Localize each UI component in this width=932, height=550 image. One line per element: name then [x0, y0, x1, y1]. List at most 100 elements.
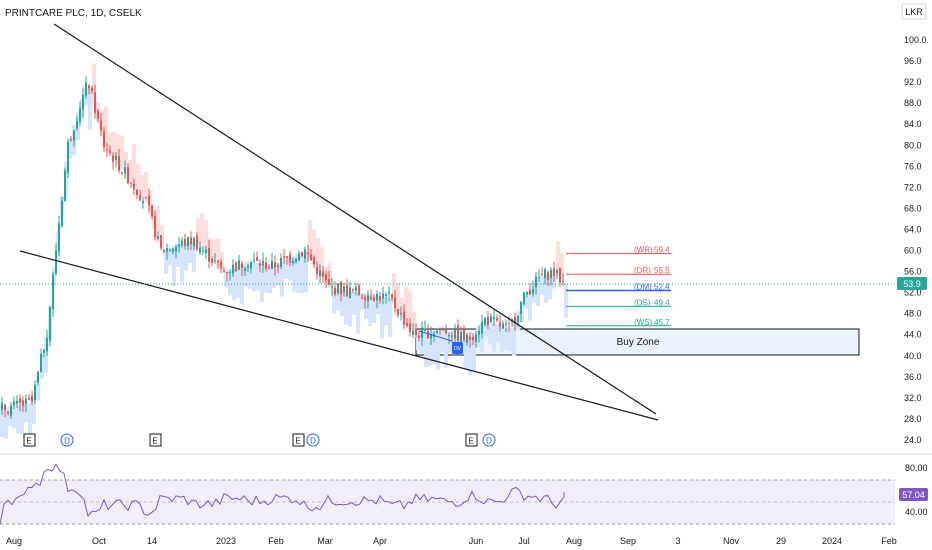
- cloud-segment: [292, 255, 296, 292]
- marker-connector: [418, 330, 453, 342]
- candle-body: [148, 195, 150, 206]
- cloud-segment: [320, 246, 324, 278]
- cloud-segment: [276, 263, 280, 286]
- candle-body: [304, 249, 306, 259]
- price-axis[interactable]: 100.0 96.0 92.0 88.0 84.0 80.0 76.0 72.0 68.0 64.…: [904, 35, 927, 445]
- candle-body: [463, 329, 465, 340]
- cloud-segment: [156, 205, 160, 242]
- cloud-segment: [300, 251, 304, 294]
- candle-body: [139, 195, 141, 201]
- cloud-segment: [244, 262, 248, 287]
- price-tick: 88.0: [904, 98, 922, 108]
- candle-body: [205, 249, 207, 254]
- candle-body: [220, 261, 222, 268]
- candle-body: [256, 257, 258, 261]
- candle-body: [523, 292, 525, 304]
- candle-body: [406, 322, 408, 326]
- upper-trendline[interactable]: [53, 23, 657, 415]
- candle-body: [169, 249, 171, 251]
- candle-body: [52, 274, 54, 310]
- cloud-segment: [224, 270, 228, 288]
- candle-body: [352, 289, 354, 291]
- cloud-segment: [468, 337, 472, 376]
- cloud-segment: [380, 296, 384, 339]
- candle-body: [385, 294, 387, 297]
- candle-body: [238, 260, 240, 270]
- cloud-segment: [4, 407, 8, 439]
- cloud-segment: [284, 259, 288, 279]
- dividend-marker[interactable]: [452, 342, 463, 354]
- event-badge-text: E: [468, 437, 473, 446]
- price-tick: 52.0: [904, 288, 922, 298]
- cloud-segment: [444, 330, 448, 368]
- cloud-segment: [140, 175, 144, 197]
- candle-body: [214, 260, 216, 262]
- rsi-tick-40: 40.00: [905, 507, 928, 517]
- candle-body: [556, 269, 558, 273]
- cloud-segment: [296, 253, 300, 293]
- candle-body: [562, 281, 564, 283]
- candle-body: [346, 285, 348, 296]
- pivot-label: (DM): [634, 283, 652, 292]
- dividend-badge[interactable]: [482, 433, 496, 447]
- candle-body: [373, 297, 375, 301]
- candle-body: [502, 323, 504, 329]
- earnings-badge[interactable]: [465, 433, 478, 447]
- event-badge-text: D: [486, 437, 492, 446]
- rsi-value-badge: [899, 488, 928, 501]
- candle-body: [196, 236, 198, 250]
- cloud-segment: [36, 374, 40, 401]
- pivot-value: 52.4: [654, 283, 670, 292]
- cloud-segment: [472, 332, 476, 371]
- currency-button[interactable]: [901, 3, 927, 20]
- candle-body: [223, 270, 225, 272]
- cloud-segment: [340, 289, 344, 317]
- candle-body: [172, 248, 174, 252]
- pivot-label: (WR): [634, 246, 653, 255]
- cloud-segment: [448, 331, 452, 353]
- candle-body: [268, 267, 270, 269]
- price-tick: 60.0: [904, 246, 922, 256]
- candle-body: [292, 260, 294, 264]
- earnings-badge[interactable]: [292, 433, 305, 447]
- price-tick: 24.0: [904, 435, 922, 445]
- cloud-segment: [432, 331, 436, 365]
- cloud-segment: [384, 297, 388, 326]
- cloud-segment: [544, 274, 548, 303]
- cloud-segment: [228, 268, 232, 296]
- candle-body: [46, 337, 48, 352]
- candle-body: [355, 287, 357, 291]
- earnings-badge[interactable]: [23, 433, 36, 447]
- earnings-badge[interactable]: [149, 433, 162, 447]
- lower-trendline[interactable]: [19, 250, 659, 421]
- cloud-segment: [408, 290, 412, 330]
- cloud-segment: [332, 288, 336, 314]
- time-label: Nov: [723, 536, 740, 546]
- candle-body: [7, 412, 9, 414]
- candle-body: [145, 197, 147, 199]
- cloud-segment: [488, 320, 492, 345]
- cloud-segment: [536, 279, 540, 306]
- cloud-segment: [208, 238, 212, 258]
- cloud-segment: [44, 336, 48, 373]
- cloud-segment: [428, 331, 432, 367]
- cloud-segment: [524, 293, 528, 310]
- cloud-segment: [424, 332, 428, 368]
- candle-body: [412, 330, 414, 335]
- dividend-badge[interactable]: [60, 433, 74, 447]
- candle-body: [4, 404, 6, 410]
- candle-body: [178, 244, 180, 247]
- cloud-segment: [88, 88, 92, 130]
- candle-body: [343, 286, 345, 293]
- candle-body: [97, 111, 99, 119]
- cloud-segment: [20, 404, 24, 435]
- candle-body: [322, 271, 324, 277]
- dividend-badge[interactable]: [306, 433, 320, 447]
- candle-body: [19, 398, 21, 403]
- candle-body: [442, 329, 444, 331]
- time-axis[interactable]: Aug Oct 14 2023 Feb Mar Apr Jun Jul Aug Sep 3 Nov 29 2…: [6, 536, 897, 546]
- candle-body: [151, 205, 153, 217]
- candle-body: [286, 256, 288, 258]
